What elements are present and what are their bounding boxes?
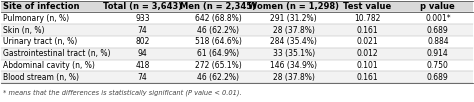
Text: 28 (37.8%): 28 (37.8%) <box>273 26 315 35</box>
Text: 146 (34.9%): 146 (34.9%) <box>270 61 317 70</box>
Text: 46 (62.2%): 46 (62.2%) <box>197 73 239 82</box>
Text: 0.021: 0.021 <box>356 37 378 46</box>
Text: 46 (62.2%): 46 (62.2%) <box>197 26 239 35</box>
Text: 33 (35.1%): 33 (35.1%) <box>273 49 315 58</box>
Text: 0.161: 0.161 <box>356 26 378 35</box>
Text: 61 (64.9%): 61 (64.9%) <box>197 49 239 58</box>
Text: 10.782: 10.782 <box>354 14 380 23</box>
Text: 272 (65.1%): 272 (65.1%) <box>195 61 241 70</box>
Text: Test value: Test value <box>343 2 391 11</box>
Text: 74: 74 <box>137 26 147 35</box>
Text: 0.884: 0.884 <box>427 37 449 46</box>
Text: Urinary tract (n, %): Urinary tract (n, %) <box>3 37 77 46</box>
Text: 0.012: 0.012 <box>356 49 378 58</box>
Text: 518 (64.6%): 518 (64.6%) <box>195 37 242 46</box>
Text: * means that the differences is statistically significant (P value < 0.01).: * means that the differences is statisti… <box>3 89 242 96</box>
Text: Gastrointestinal tract (n, %): Gastrointestinal tract (n, %) <box>3 49 110 58</box>
Text: Skin (n, %): Skin (n, %) <box>3 26 45 35</box>
Text: 802: 802 <box>135 37 150 46</box>
Text: 933: 933 <box>135 14 150 23</box>
Text: 291 (31.2%): 291 (31.2%) <box>270 14 317 23</box>
Text: 28 (37.8%): 28 (37.8%) <box>273 73 315 82</box>
Text: 74: 74 <box>137 73 147 82</box>
Text: 0.750: 0.750 <box>427 61 449 70</box>
Text: 0.001*: 0.001* <box>425 14 451 23</box>
Text: 0.914: 0.914 <box>427 49 449 58</box>
Text: 418: 418 <box>135 61 150 70</box>
Text: 284 (35.4%): 284 (35.4%) <box>270 37 317 46</box>
Text: Abdominal cavity (n, %): Abdominal cavity (n, %) <box>3 61 95 70</box>
Text: 0.689: 0.689 <box>427 73 449 82</box>
Text: Men (n = 2,345): Men (n = 2,345) <box>180 2 256 11</box>
Text: 94: 94 <box>137 49 147 58</box>
Text: 0.689: 0.689 <box>427 26 449 35</box>
Text: Pulmonary (n, %): Pulmonary (n, %) <box>3 14 69 23</box>
Text: 642 (68.8%): 642 (68.8%) <box>195 14 241 23</box>
Text: Site of infection: Site of infection <box>3 2 80 11</box>
Text: Total (n = 3,643): Total (n = 3,643) <box>103 2 182 11</box>
Text: 0.161: 0.161 <box>356 73 378 82</box>
Text: 0.101: 0.101 <box>356 61 378 70</box>
Text: Women (n = 1,298): Women (n = 1,298) <box>248 2 339 11</box>
Text: p value: p value <box>420 2 455 11</box>
Text: Blood stream (n, %): Blood stream (n, %) <box>3 73 79 82</box>
